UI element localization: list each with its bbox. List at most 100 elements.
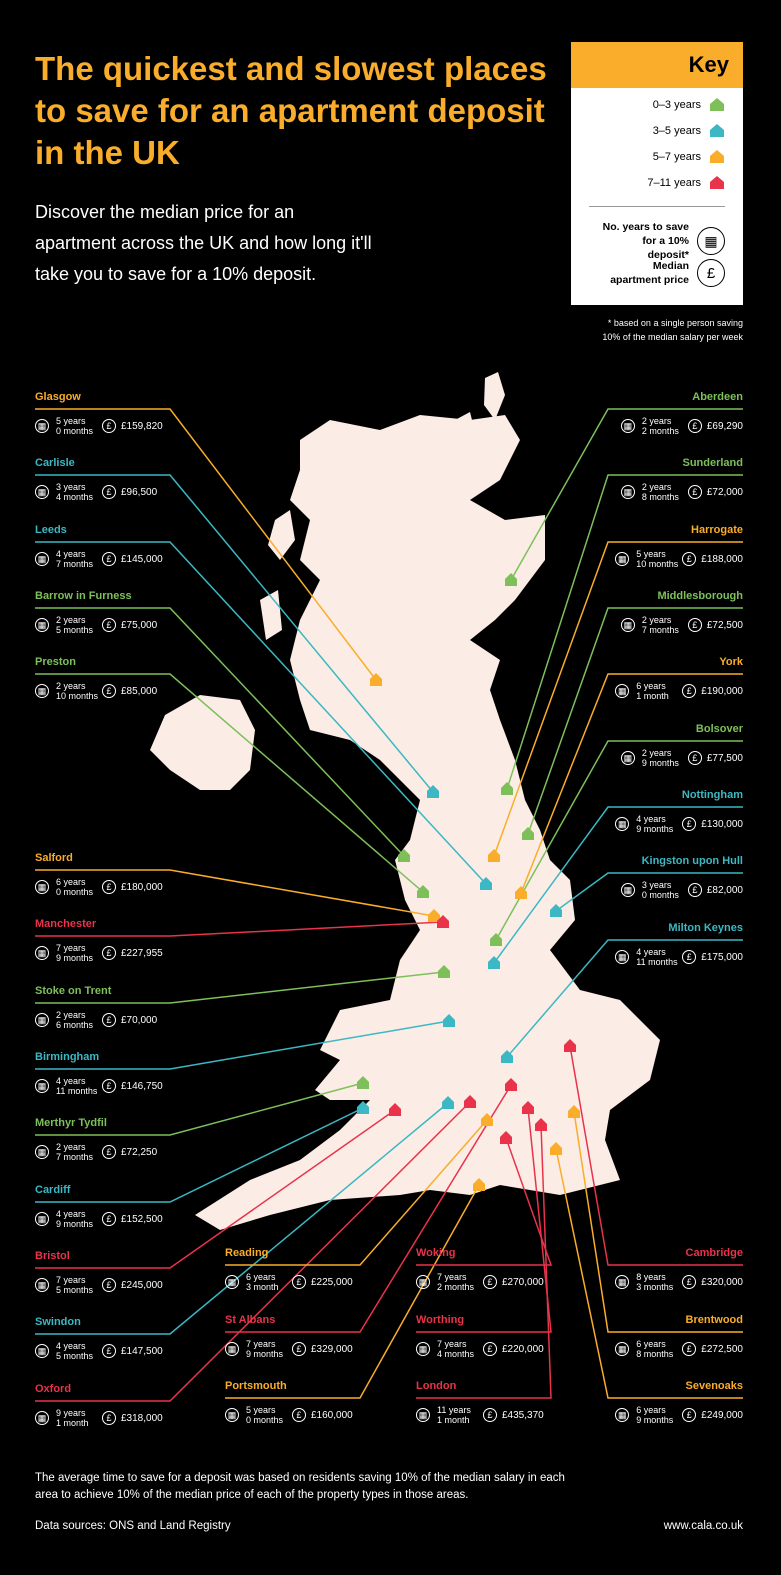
pound-icon: £ [687, 419, 702, 433]
place: Merthyr Tydfil ▦ 2 years 7 months £ £72,2… [35, 1117, 170, 1162]
calendar-icon: ▦ [35, 1278, 49, 1292]
northern-ireland [150, 695, 255, 790]
save-time: 2 years 2 months [642, 416, 688, 436]
price: £318,000 [121, 1412, 163, 1424]
years: 7 years [56, 1275, 86, 1285]
place-name: Reading [225, 1247, 269, 1259]
months: 7 months [56, 1152, 94, 1162]
calendar-icon: ▦ [697, 227, 725, 255]
years: 7 years [56, 943, 86, 953]
place-stats: ▦ 4 years 11 months £ £175,000 [608, 947, 743, 967]
location-pin [505, 573, 517, 586]
save-time: 6 years 9 months [636, 1405, 682, 1425]
place-stats: ▦ 4 years 9 months £ £130,000 [608, 814, 743, 834]
calendar-icon: ▦ [35, 1145, 49, 1159]
calendar-icon: ▦ [416, 1342, 430, 1356]
pound-icon: £ [682, 1408, 697, 1422]
location-pin [488, 849, 500, 862]
price: £70,000 [121, 1014, 158, 1026]
leader-line [35, 1082, 364, 1136]
location-pin [357, 1076, 369, 1089]
years: 6 years [636, 681, 666, 691]
place-stats: ▦ 9 years 1 month £ £318,000 [35, 1408, 170, 1428]
place-name: Kingston upon Hull [641, 855, 743, 867]
place: Preston ▦ 2 years 10 months £ £85,000 [35, 656, 170, 701]
months: 9 months [56, 1219, 94, 1229]
place-stats: ▦ 7 years 4 months £ £220,000 [416, 1339, 551, 1359]
calendar-icon: ▦ [620, 883, 635, 897]
location-pin [522, 1101, 534, 1114]
place-name: Carlisle [35, 457, 75, 469]
calendar-icon: ▦ [35, 1079, 49, 1093]
price: £160,000 [311, 1409, 353, 1421]
place: Bolsover ▦ 2 years 9 months £ £77,500 [608, 723, 743, 768]
pound-icon: £ [102, 1013, 116, 1027]
save-time: 7 years 9 months [56, 943, 102, 963]
leader-line [416, 1124, 552, 1399]
leader-line [35, 1107, 364, 1203]
save-time: 7 years 2 months [437, 1272, 483, 1292]
place-stats: ▦ 5 years 0 months £ £159,820 [35, 416, 170, 436]
place-name: Brentwood [685, 1314, 743, 1326]
location-pin [398, 849, 410, 862]
place-name: St Albans [225, 1314, 276, 1326]
place-stats: ▦ 8 years 3 months £ £320,000 [608, 1272, 743, 1292]
calendar-icon: ▦ [615, 1408, 630, 1422]
price: £147,500 [121, 1345, 163, 1357]
save-time: 6 years 1 month [636, 681, 682, 701]
leader-line [35, 541, 487, 885]
years: 5 years [636, 549, 666, 559]
price: £77,500 [706, 752, 743, 764]
place: Harrogate ▦ 5 years 10 months £ £188,000 [608, 524, 743, 569]
pound-icon: £ [687, 485, 702, 499]
place-stats: ▦ 6 years 9 months £ £249,000 [608, 1405, 743, 1425]
save-time: 2 years 10 months [56, 681, 102, 701]
save-time: 6 years 3 month [246, 1272, 292, 1292]
years: 3 years [641, 880, 672, 890]
price: £175,000 [701, 951, 743, 963]
calendar-icon: ▦ [615, 950, 630, 964]
leader-line [527, 607, 743, 835]
location-pin [568, 1105, 580, 1118]
place-name: Swindon [35, 1316, 81, 1328]
place: Reading ▦ 6 years 3 month £ £225,000 [225, 1247, 360, 1292]
save-time: 2 years 9 months [642, 748, 688, 768]
place-stats: ▦ 7 years 5 months £ £245,000 [35, 1275, 170, 1295]
key-item: 0–3 years [653, 98, 725, 112]
years: 4 years [56, 1076, 86, 1086]
price: £146,750 [121, 1080, 163, 1092]
leader-line [35, 408, 377, 681]
place: Sevenoaks ▦ 6 years 9 months £ £249,000 [608, 1380, 743, 1425]
place: York ▦ 6 years 1 month £ £190,000 [608, 656, 743, 701]
place-name: Cambridge [685, 1247, 743, 1259]
leader-line [416, 1137, 553, 1266]
place: Salford ▦ 6 years 0 months £ £180,000 [35, 852, 170, 897]
price: £227,955 [121, 947, 163, 959]
years: 7 years [437, 1339, 467, 1349]
leader-line [510, 408, 743, 581]
pound-icon: £ [483, 1408, 497, 1422]
months: 7 months [56, 559, 94, 569]
leader-line [520, 673, 743, 894]
place-stats: ▦ 3 years 0 months £ £82,000 [608, 880, 743, 900]
place-stats: ▦ 2 years 8 months £ £72,000 [608, 482, 743, 502]
place: Oxford ▦ 9 years 1 month £ £318,000 [35, 1383, 170, 1428]
key-label: 0–3 years [652, 99, 701, 111]
months: 7 months [641, 625, 679, 635]
place-name: Glasgow [35, 391, 81, 403]
place-stats: ▦ 2 years 5 months £ £75,000 [35, 615, 170, 635]
key-footnote: * based on a single person saving 10% of… [602, 318, 743, 342]
months: 0 months [56, 887, 94, 897]
place-name: Harrogate [691, 524, 743, 536]
pound-icon: £ [483, 1275, 497, 1289]
price: £72,000 [706, 486, 743, 498]
place: Birmingham ▦ 4 years 11 months £ £146,750 [35, 1051, 170, 1096]
pound-icon: £ [102, 1145, 116, 1159]
sources: Data sources: ONS and Land Registry [35, 1520, 231, 1532]
location-pin [438, 965, 450, 978]
months: 9 months [246, 1349, 284, 1359]
months: 5 months [56, 625, 94, 635]
leader-line [493, 541, 743, 857]
months: 11 months [56, 1086, 98, 1096]
pound-icon: £ [292, 1342, 306, 1356]
